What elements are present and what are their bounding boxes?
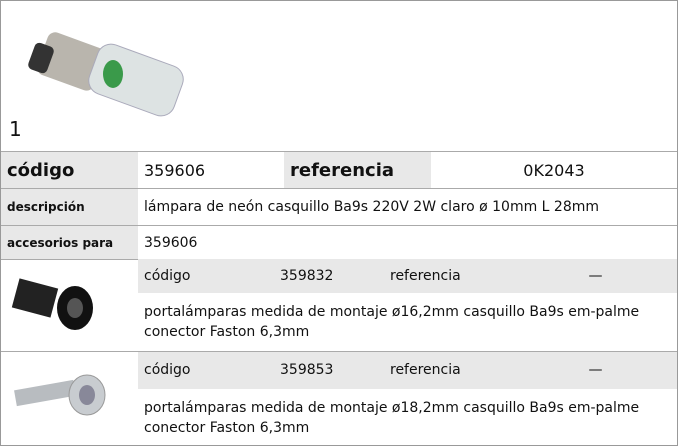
accessory-image xyxy=(5,263,125,347)
ref-label: referencia xyxy=(384,259,514,293)
acc-value: 359606 xyxy=(144,234,198,251)
ref-label: referencia xyxy=(384,351,514,389)
code: 359606 xyxy=(144,160,206,180)
code-label: código xyxy=(138,259,274,293)
accessory-image xyxy=(5,355,125,439)
description: portalámparas medida de montaje ø18,2mm … xyxy=(144,400,640,436)
holder-image xyxy=(14,374,106,416)
desc-label: descripción xyxy=(1,189,138,225)
ref-label: referencia xyxy=(284,152,431,188)
description: lámpara de neón casquillo Ba9s 220V 2W c… xyxy=(144,199,600,215)
code: 359832 xyxy=(274,259,384,293)
ref: — xyxy=(514,351,677,389)
acc-label: accesorios para xyxy=(1,226,138,259)
ref: 0K2043 xyxy=(523,160,585,180)
description: portalámparas medida de montaje ø16,2mm … xyxy=(144,304,640,340)
code-label: código xyxy=(1,152,138,188)
lamp-image xyxy=(28,32,184,117)
divider xyxy=(1,351,677,352)
holder-image xyxy=(11,278,93,330)
ref: — xyxy=(514,259,677,293)
item-number: 1 xyxy=(9,117,22,141)
code-label: código xyxy=(138,351,274,389)
code: 359853 xyxy=(274,351,384,389)
